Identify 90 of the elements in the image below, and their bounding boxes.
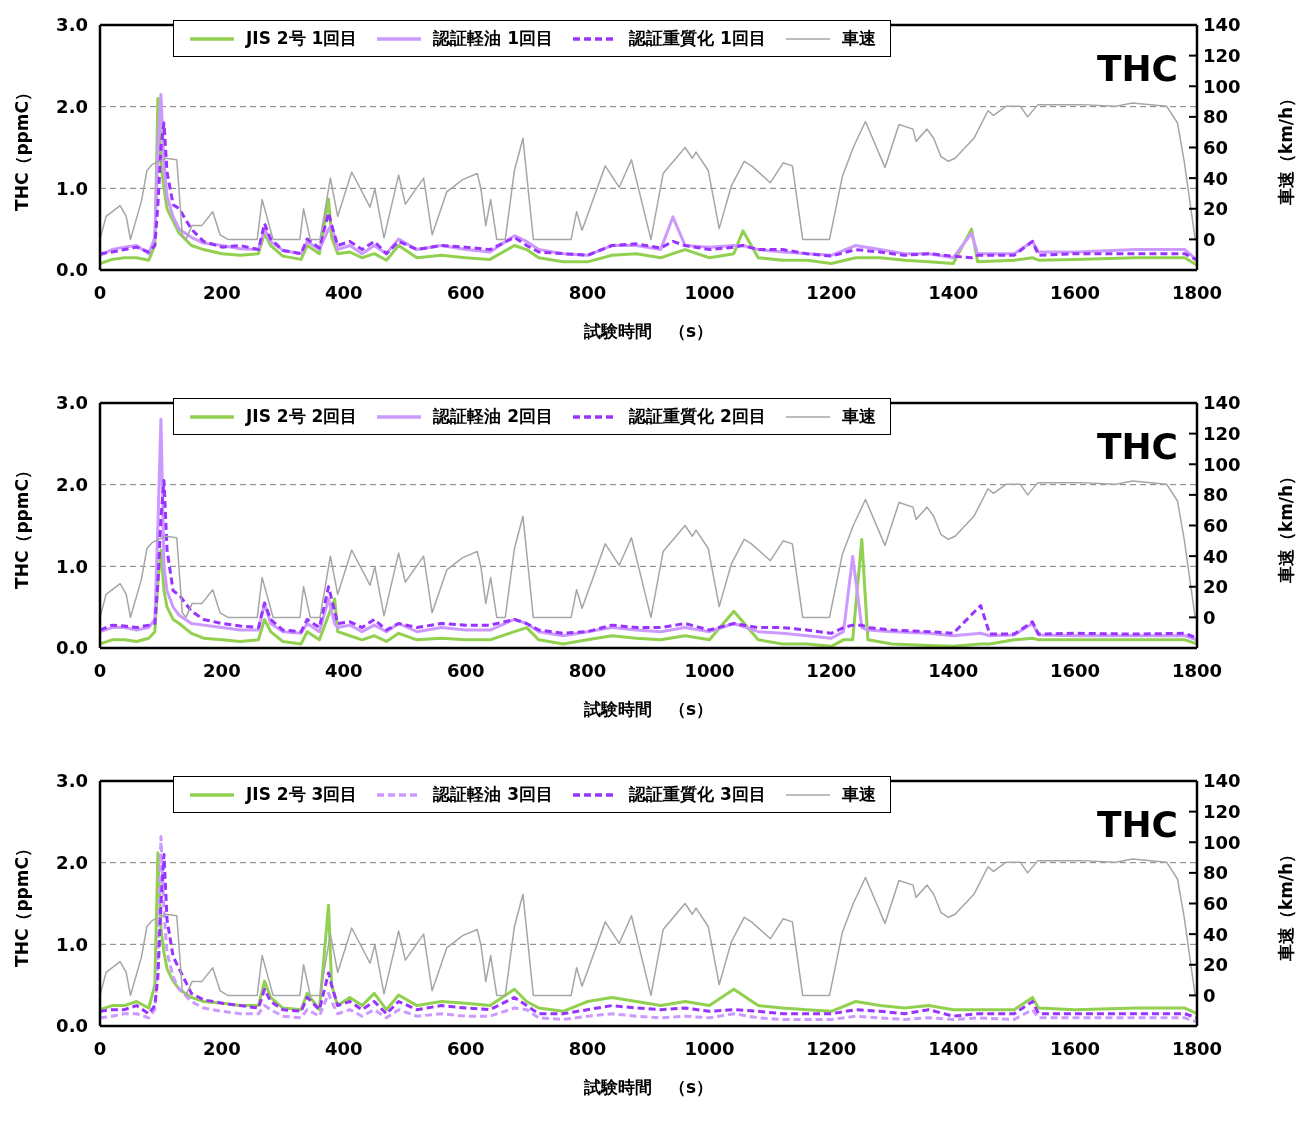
y-tick-label: 1.0	[56, 933, 88, 955]
y2-tick-label: 60	[1203, 136, 1229, 158]
y2-tick-label: 120	[1203, 423, 1241, 445]
x-tick-label: 1600	[1050, 1037, 1101, 1059]
x-tick-label: 1800	[1171, 1037, 1223, 1059]
legend-label: 認証軽油 2回目	[433, 405, 554, 428]
x-axis-title: 試験時間 （s）	[582, 1077, 714, 1097]
x-tick-label: 1800	[1171, 659, 1223, 681]
y2-tick-label: 20	[1203, 576, 1229, 598]
x-axis-title: 試験時間 （s）	[582, 699, 714, 719]
y2-tick-label: 140	[1203, 770, 1241, 792]
x-tick-label: 1400	[928, 281, 979, 303]
y2-axis-title: 車速（km/h）	[1276, 89, 1297, 207]
y2-tick-label: 120	[1203, 801, 1241, 823]
x-tick-label: 200	[203, 659, 241, 681]
y2-tick-label: 100	[1203, 831, 1241, 853]
legend-label: 車速	[841, 783, 876, 806]
x-tick-label: 800	[568, 281, 607, 303]
y2-tick-label: 100	[1203, 453, 1241, 475]
legend-label: JIS 2号 2回目	[246, 405, 358, 428]
y-tick-label: 0.0	[56, 1015, 88, 1037]
x-tick-label: 0	[93, 659, 107, 681]
y2-tick-label: 120	[1203, 45, 1241, 67]
x-tick-label: 1200	[806, 1037, 857, 1059]
x-tick-label: 0	[93, 1037, 107, 1059]
x-tick-label: 1800	[1171, 281, 1223, 303]
x-tick-label: 800	[568, 1037, 607, 1059]
x-tick-label: 800	[568, 659, 607, 681]
y2-tick-label: 80	[1203, 862, 1229, 884]
y-tick-label: 3.0	[56, 770, 88, 792]
y2-tick-label: 100	[1203, 75, 1241, 97]
y2-tick-label: 40	[1203, 167, 1229, 189]
y-tick-label: 2.0	[56, 852, 88, 874]
y2-tick-label: 40	[1203, 545, 1229, 567]
y-axis-title: THC（ppmC）	[12, 84, 33, 211]
y2-tick-label: 140	[1203, 14, 1241, 36]
x-tick-label: 1600	[1050, 659, 1101, 681]
legend-label: JIS 2号 3回目	[246, 783, 358, 806]
annotation: THC	[1096, 804, 1178, 845]
x-tick-label: 200	[203, 1037, 241, 1059]
y2-axis-title: 車速（km/h）	[1276, 467, 1297, 585]
y-tick-label: 2.0	[56, 474, 88, 496]
y2-tick-label: 80	[1203, 484, 1229, 506]
y2-tick-label: 0	[1203, 228, 1216, 250]
x-tick-label: 1400	[928, 659, 979, 681]
y2-tick-label: 80	[1203, 106, 1229, 128]
legend-label: JIS 2号 1回目	[246, 27, 358, 50]
y2-tick-label: 20	[1203, 198, 1229, 220]
y-tick-label: 0.0	[56, 637, 88, 659]
x-tick-label: 1400	[928, 1037, 979, 1059]
legend-label: 認証重質化 2回目	[629, 405, 766, 428]
x-axis-title: 試験時間 （s）	[582, 321, 714, 341]
x-tick-label: 400	[324, 1037, 363, 1059]
x-tick-label: 1600	[1050, 281, 1101, 303]
x-tick-label: 1200	[806, 281, 857, 303]
x-tick-label: 400	[324, 281, 363, 303]
legend-label: 認証重質化 1回目	[629, 27, 766, 50]
x-tick-label: 1200	[806, 659, 857, 681]
x-tick-label: 600	[446, 281, 485, 303]
y2-tick-label: 20	[1203, 954, 1229, 976]
y-tick-label: 2.0	[56, 96, 88, 118]
legend-label: 車速	[841, 405, 876, 428]
y-axis-title: THC（ppmC）	[12, 840, 33, 967]
y2-tick-label: 40	[1203, 923, 1229, 945]
y-tick-label: 3.0	[56, 14, 88, 36]
legend-label: 認証軽油 1回目	[433, 27, 554, 50]
y-tick-label: 3.0	[56, 392, 88, 414]
y2-tick-label: 0	[1203, 606, 1216, 628]
y2-tick-label: 140	[1203, 392, 1241, 414]
x-tick-label: 0	[93, 281, 107, 303]
x-tick-label: 1000	[684, 1037, 735, 1059]
x-tick-label: 200	[203, 281, 241, 303]
legend-label: 認証重質化 3回目	[629, 783, 766, 806]
y2-tick-label: 60	[1203, 514, 1229, 536]
y-tick-label: 0.0	[56, 259, 88, 281]
y2-axis-title: 車速（km/h）	[1276, 845, 1297, 963]
x-tick-label: 400	[324, 659, 363, 681]
annotation: THC	[1096, 48, 1178, 89]
x-tick-label: 1000	[684, 281, 735, 303]
y-tick-label: 1.0	[56, 555, 88, 577]
legend-label: 車速	[841, 27, 876, 50]
y2-tick-label: 60	[1203, 892, 1229, 914]
x-tick-label: 600	[446, 659, 485, 681]
y-tick-label: 1.0	[56, 177, 88, 199]
x-tick-label: 1000	[684, 659, 735, 681]
x-tick-label: 600	[446, 1037, 485, 1059]
y2-tick-label: 0	[1203, 984, 1216, 1006]
annotation: THC	[1096, 426, 1178, 467]
legend-label: 認証軽油 3回目	[433, 783, 554, 806]
y-axis-title: THC（ppmC）	[12, 462, 33, 589]
